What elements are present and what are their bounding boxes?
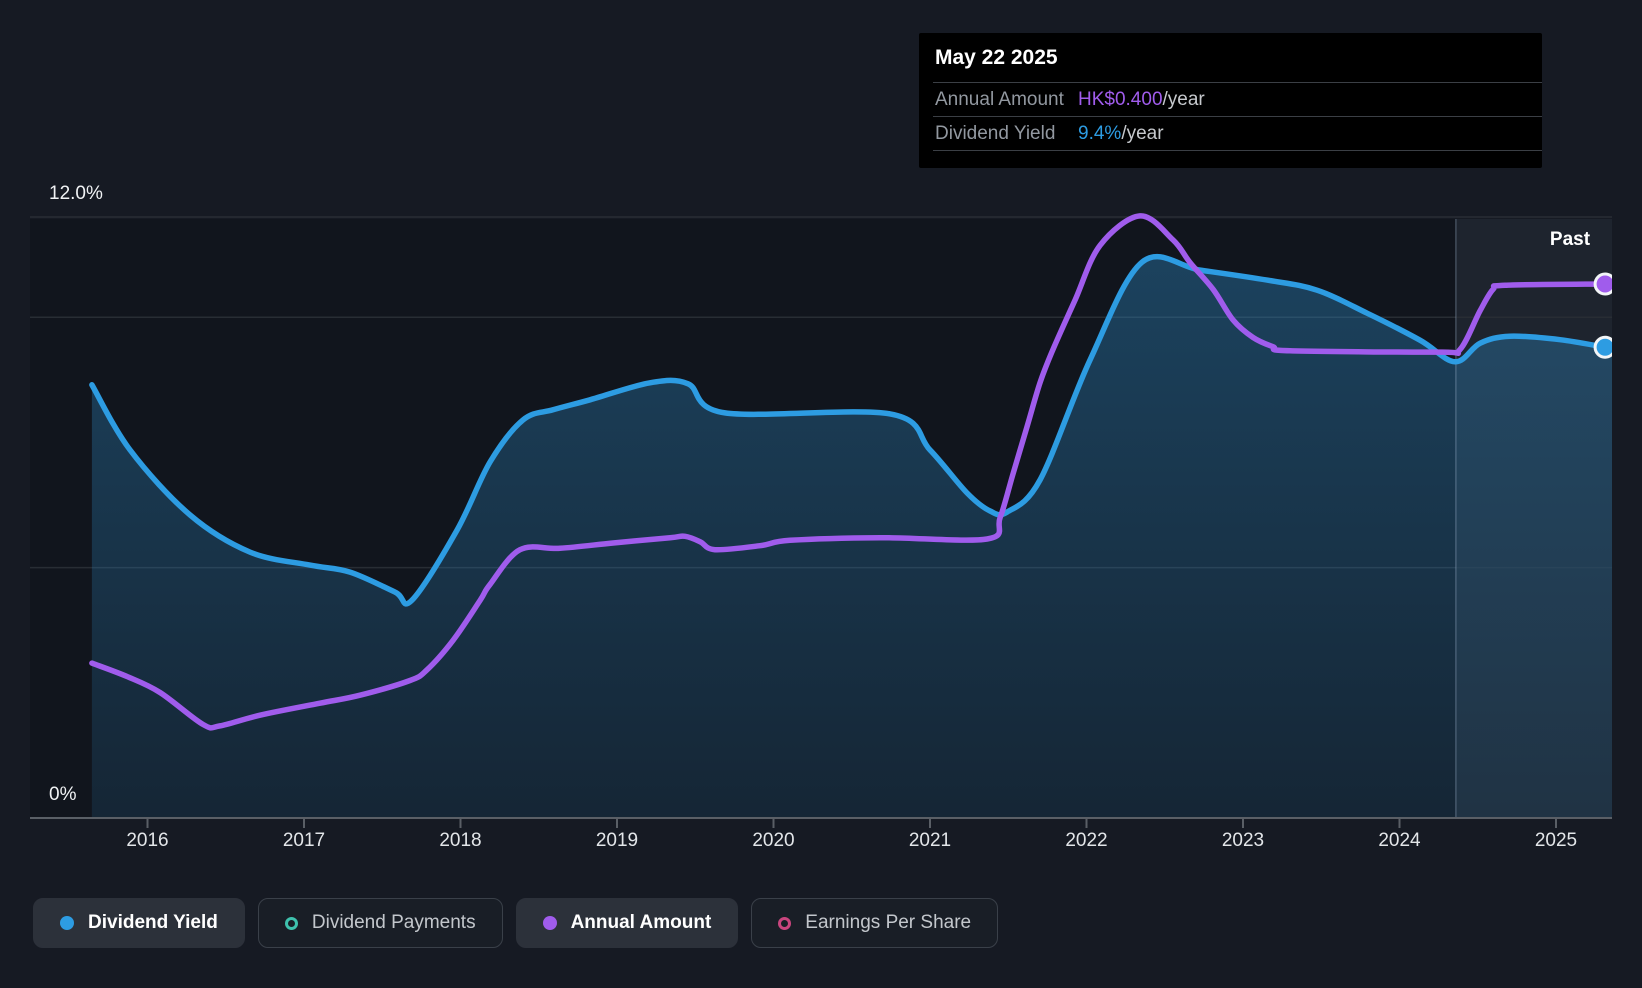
x-axis-label: 2024 bbox=[1378, 830, 1421, 851]
x-axis-label: 2021 bbox=[908, 830, 952, 851]
tooltip-annual-suffix: /year bbox=[1162, 89, 1205, 110]
tooltip-yield-suffix: /year bbox=[1121, 123, 1164, 144]
legend-label: Dividend Payments bbox=[311, 912, 476, 933]
chart-tooltip: May 22 2025 Annual Amount HK$0.400/year D… bbox=[919, 33, 1542, 168]
tooltip-yield-label: Dividend Yield bbox=[935, 123, 1056, 144]
legend-label: Earnings Per Share bbox=[805, 912, 972, 933]
legend-item-dividend-payments[interactable]: Dividend Payments bbox=[257, 898, 503, 948]
tooltip-yield-value: 9.4% bbox=[1078, 123, 1122, 144]
y-axis-max-label: 12.0% bbox=[49, 183, 103, 204]
annual-amount-dot-icon bbox=[542, 916, 557, 930]
legend-label: Dividend Yield bbox=[88, 912, 218, 933]
x-axis-label: 2022 bbox=[1065, 830, 1108, 851]
dividend-yield-line[interactable] bbox=[89, 254, 1612, 607]
dividend-yield-end-marker[interactable] bbox=[1593, 335, 1615, 359]
dividend-payments-circle-icon bbox=[284, 916, 298, 930]
legend-label: Annual Amount bbox=[570, 912, 712, 933]
chart-legend: Dividend Yield Dividend Payments Annual … bbox=[33, 898, 999, 948]
legend-item-earnings-per-share[interactable]: Earnings Per Share bbox=[751, 898, 999, 948]
annual-amount-line[interactable] bbox=[89, 213, 1612, 731]
x-axis-label: 2023 bbox=[1221, 830, 1265, 851]
tooltip-annual-label: Annual Amount bbox=[935, 89, 1064, 110]
tooltip-date: May 22 2025 bbox=[933, 33, 1542, 83]
y-axis-min-label: 0% bbox=[49, 784, 77, 805]
tooltip-row-annual-amount: Annual Amount HK$0.400/year bbox=[933, 83, 1542, 117]
legend-item-dividend-yield[interactable]: Dividend Yield bbox=[33, 898, 245, 948]
dividend-yield-dot-icon bbox=[60, 916, 74, 930]
x-axis-label: 2016 bbox=[126, 830, 169, 851]
legend-item-annual-amount[interactable]: Annual Amount bbox=[515, 898, 739, 948]
earnings-per-share-circle-icon bbox=[778, 916, 792, 930]
tooltip-row-dividend-yield: Dividend Yield 9.4%/year bbox=[933, 117, 1542, 151]
x-axis-label: 2017 bbox=[282, 830, 326, 851]
annual-amount-end-marker[interactable] bbox=[1593, 272, 1615, 296]
x-axis-label: 2019 bbox=[595, 830, 639, 851]
past-region-label: Past bbox=[1549, 229, 1591, 250]
x-axis-label: 2025 bbox=[1534, 830, 1578, 851]
x-axis-label: 2020 bbox=[752, 830, 795, 851]
x-axis-label: 2018 bbox=[439, 830, 482, 851]
tooltip-annual-value: HK$0.400 bbox=[1078, 89, 1163, 110]
